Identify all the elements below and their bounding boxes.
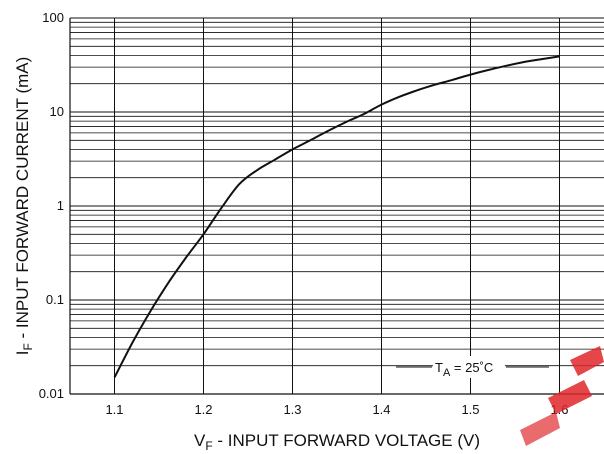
watermark-shape-3 (520, 412, 560, 446)
watermark (520, 346, 604, 446)
x-tick-label: 1.5 (461, 402, 479, 417)
series-line-forward-current (113, 55, 560, 378)
watermark-shape-1 (548, 380, 592, 414)
y-tick-label: 0.01 (39, 386, 64, 401)
temperature-annotation: TA = 25˚C (396, 356, 549, 379)
y-tick-label: 100 (42, 10, 64, 25)
x-tick-label: 1.4 (372, 402, 390, 417)
y-tick-label: 1 (57, 198, 64, 213)
y-tick-labels: 0.01 0.1 1 10 100 (39, 10, 64, 401)
x-tick-labels: 1.11.21.31.41.51.6 (105, 402, 568, 417)
grid-lines (70, 17, 604, 395)
x-tick-label: 1.1 (105, 402, 123, 417)
watermark-shape-2 (570, 346, 604, 376)
annotation-label: TA = 25˚C (435, 360, 493, 379)
axes (69, 18, 604, 395)
y-tick-label: 10 (50, 104, 64, 119)
x-tick-label: 1.2 (194, 402, 212, 417)
y-tick-label: 0.1 (46, 292, 64, 307)
x-tick-label: 1.3 (283, 402, 301, 417)
x-axis-label: VF - INPUT FORWARD VOLTAGE (V) (194, 431, 480, 453)
annotation-background (433, 356, 505, 378)
y-axis-label: IF - INPUT FORWARD CURRENT (mA) (13, 57, 35, 356)
